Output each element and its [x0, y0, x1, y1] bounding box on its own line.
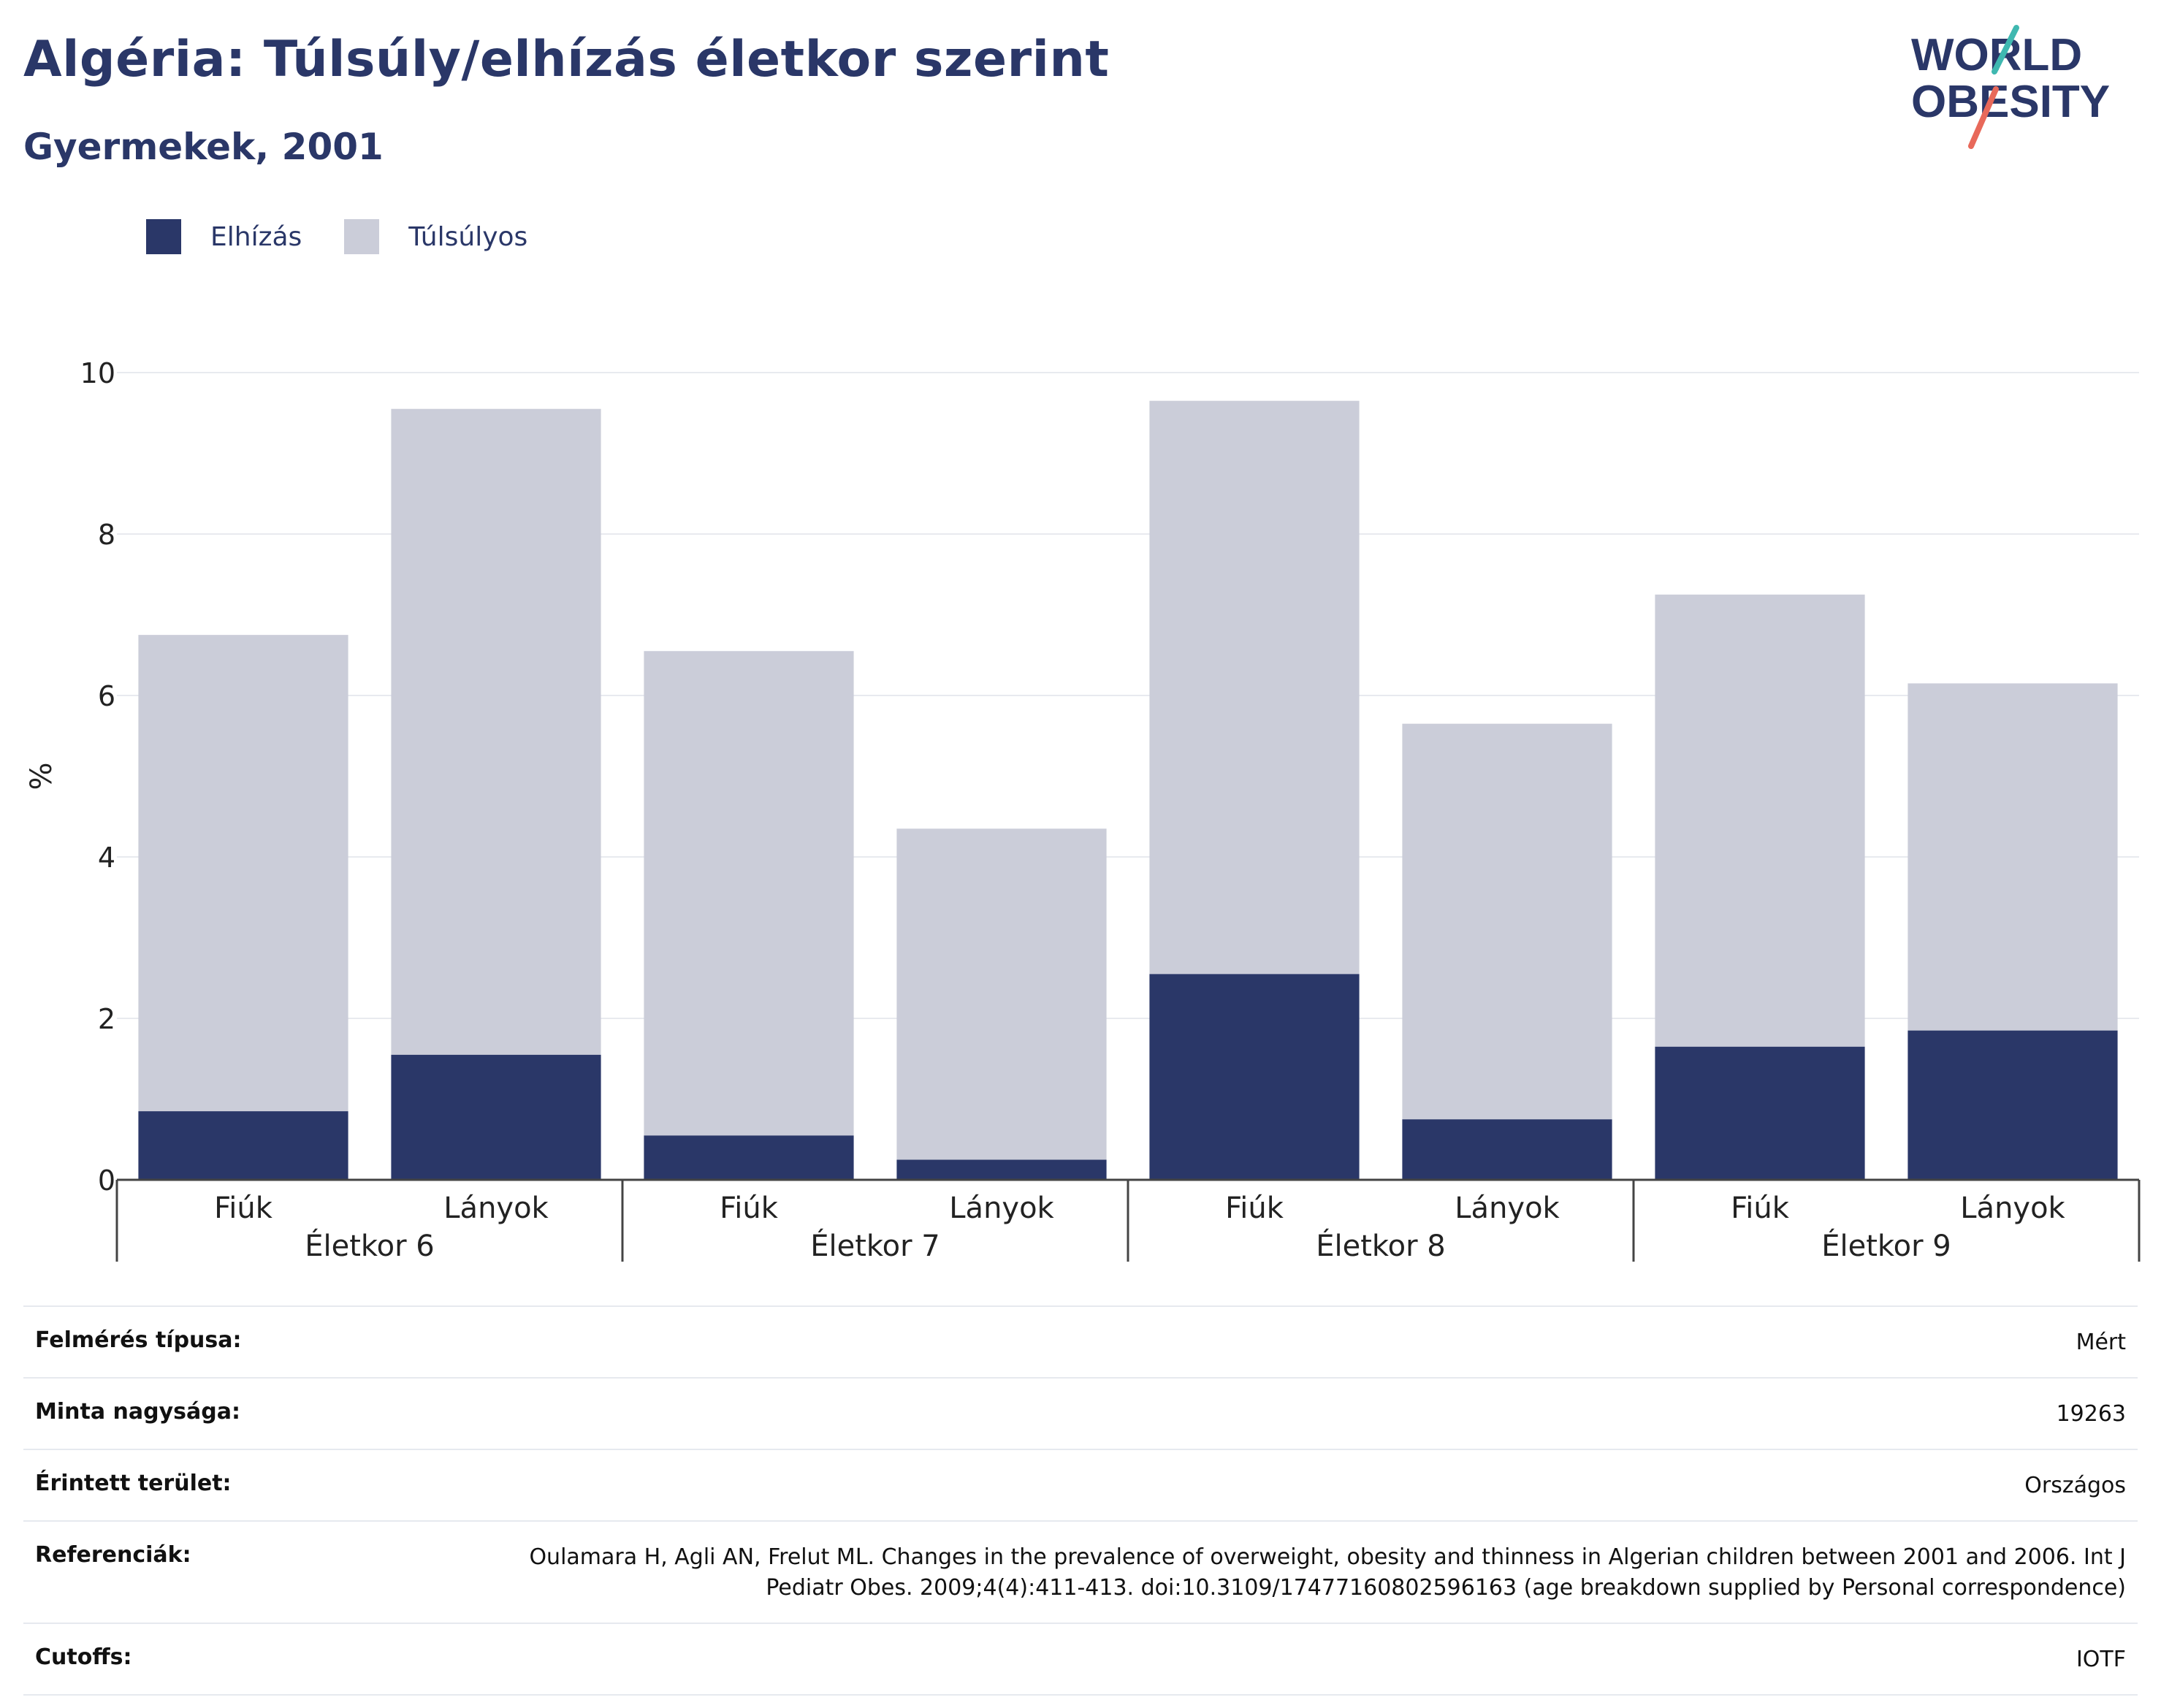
y-tick-label: 10	[80, 357, 115, 389]
bar-obesity	[1149, 974, 1360, 1180]
bar-obesity	[391, 1054, 601, 1180]
group-label: Életkor 9	[1821, 1228, 1951, 1263]
bar-obesity	[1402, 1119, 1612, 1180]
bar-overweight	[644, 651, 854, 1136]
chart-subtitle: Gyermekek, 2001	[23, 126, 384, 168]
group-label: Életkor 7	[810, 1228, 940, 1263]
y-tick-label: 2	[98, 1003, 115, 1035]
legend-label-overweight: Túlsúlyos	[408, 221, 528, 252]
y-tick-label: 0	[98, 1164, 115, 1197]
world-obesity-logo: WORLD OBESITY	[1911, 25, 2110, 149]
info-value: IOTF	[2076, 1647, 2126, 1672]
bar-overweight	[1655, 594, 1865, 1047]
group-label: Életkor 8	[1316, 1228, 1446, 1263]
bar-overweight	[1907, 683, 2118, 1031]
category-label: Lányok	[443, 1192, 549, 1225]
info-value: Mért	[2076, 1330, 2126, 1355]
legend-swatch-overweight	[344, 219, 380, 254]
y-tick-label: 4	[98, 842, 115, 874]
category-label: Fiúk	[1225, 1192, 1284, 1225]
legend-item-overweight[interactable]: Túlsúlyos	[344, 219, 527, 254]
bar-obesity	[1907, 1030, 2118, 1180]
info-label: Referenciák:	[35, 1542, 191, 1568]
legend-item-obesity[interactable]: Elhízás	[146, 219, 302, 254]
bar-obesity	[644, 1135, 854, 1180]
y-axis-label: %	[25, 762, 58, 790]
logo-slash-red	[1968, 86, 1999, 149]
bar-overweight	[138, 635, 348, 1112]
info-row-area: Érintett terület: Országos	[23, 1449, 2138, 1520]
category-label: Fiúk	[1731, 1192, 1790, 1225]
info-label: Érintett terület:	[35, 1471, 232, 1496]
info-value: Országos	[2024, 1473, 2126, 1498]
info-label: Felmérés típusa:	[35, 1327, 242, 1353]
info-label: Cutoffs:	[35, 1644, 132, 1670]
info-table: Felmérés típusa: Mért Minta nagysága: 19…	[23, 1305, 2138, 1696]
category-label: Lányok	[1455, 1192, 1560, 1225]
legend-label-obesity: Elhízás	[210, 221, 302, 252]
category-label: Lányok	[1960, 1192, 2065, 1225]
bar-overweight	[1149, 400, 1360, 975]
category-label: Fiúk	[720, 1192, 779, 1225]
y-tick-label: 8	[98, 519, 115, 551]
info-value: Oulamara H, Agli AN, Frelut ML. Changes …	[529, 1544, 2126, 1601]
info-row-sample-size: Minta nagysága: 19263	[23, 1377, 2138, 1449]
chart-title: Algéria: Túlsúly/elhízás életkor szerint	[23, 31, 1110, 88]
bar-obesity	[138, 1111, 348, 1180]
info-label: Minta nagysága:	[35, 1399, 240, 1425]
bar-overweight	[1402, 723, 1612, 1120]
legend-swatch-obesity	[146, 219, 181, 254]
bar-overweight	[391, 408, 601, 1055]
category-label: Lányok	[949, 1192, 1054, 1225]
stacked-bar-chart: 0 2 4 6 8 10% Fiúk Lányok Fiúk Lányok Fiúk Lányok Fi…	[25, 357, 2141, 1263]
logo-line2: OBESITY	[1911, 77, 2110, 127]
group-label: Életkor 6	[305, 1228, 435, 1263]
bar-overweight	[896, 828, 1107, 1160]
info-value: 19263	[2056, 1401, 2126, 1427]
info-row-cutoffs: Cutoffs: IOTF	[23, 1623, 2138, 1696]
y-tick-label: 6	[98, 680, 115, 712]
logo-slash-teal	[1992, 25, 2019, 75]
info-row-survey-type: Felmérés típusa: Mért	[23, 1305, 2138, 1377]
bar-obesity	[896, 1159, 1107, 1180]
category-label: Fiúk	[214, 1192, 273, 1225]
info-row-references: Referenciák: Oulamara H, Agli AN, Frelut…	[23, 1520, 2138, 1623]
legend: Elhízás Túlsúlyos	[146, 216, 570, 257]
bar-obesity	[1655, 1046, 1865, 1180]
